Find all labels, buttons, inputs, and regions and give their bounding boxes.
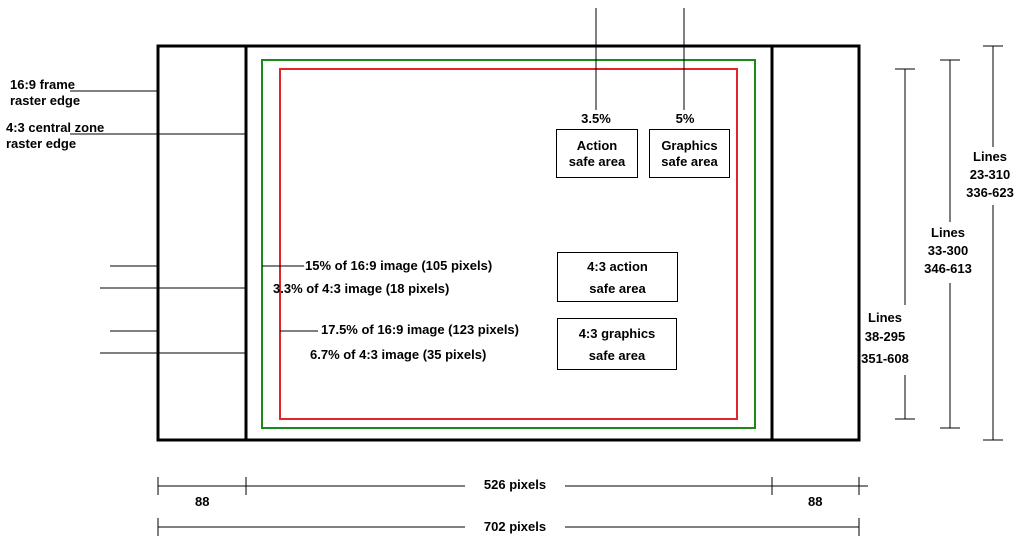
graphics-safe-percent: 5% [675,111,695,126]
margin-label-4: 6.7% of 4:3 image (35 pixels) [310,347,487,362]
width-label-right: 88 [808,494,823,509]
action-safe-percent: 3.5% [581,111,611,126]
lines-middle-label-3: 346-613 [924,261,972,276]
lines-inner-dimension [895,68,915,420]
lines-outer-label-1: Lines [973,149,1007,164]
lines-inner-label-2: 38-295 [864,329,906,344]
lines-outer-label-2: 23-310 [969,167,1011,182]
box-4-3-action-line2: safe area [589,281,646,296]
lines-middle-label-2: 33-300 [927,243,969,258]
box-4-3-graphics-line1: 4:3 graphics [578,326,656,341]
width-label-total: 702 pixels [483,519,547,534]
frame-edge-label-line1: 16:9 frame [10,77,76,92]
lines-middle-label-1: Lines [931,225,965,240]
central-edge-label-line1: 4:3 central zone [6,120,105,135]
margin-label-3: 17.5% of 16:9 image (123 pixels) [321,322,519,337]
action-safe-box-line1: Action [576,137,618,153]
graphics-safe-box-line1: Graphics [661,137,718,153]
width-label-left: 88 [195,494,210,509]
action-safe-box-line2: safe area [568,153,626,169]
width-dimension-702 [157,518,860,536]
central-edge-label-line2: raster edge [6,136,77,151]
graphics-safe-box: Graphics safe area [649,129,730,178]
graphics-safe-rect [279,68,738,420]
box-4-3-action: 4:3 action safe area [557,252,678,302]
box-4-3-graphics: 4:3 graphics safe area [557,318,677,370]
lines-inner-label-1: Lines [868,310,902,325]
action-safe-box: Action safe area [556,129,638,178]
graphics-safe-box-line2: safe area [661,153,718,169]
action-safe-rect [261,59,756,429]
box-4-3-graphics-line2: safe area [588,348,646,363]
frame-16-9 [156,44,861,442]
lines-middle-dimension [940,59,960,429]
margin-label-2: 3.3% of 4:3 image (18 pixels) [273,281,450,296]
lines-inner-label-3: 351-608 [861,351,909,366]
width-dimension-526 [157,477,868,495]
box-4-3-action-line1: 4:3 action [587,259,648,274]
margin-label-1: 15% of 16:9 image (105 pixels) [305,258,493,273]
width-label-center: 526 pixels [483,477,547,492]
lines-outer-label-3: 336-623 [966,185,1014,200]
lines-outer-dimension [983,45,1003,441]
frame-edge-label-line2: raster edge [10,93,81,108]
